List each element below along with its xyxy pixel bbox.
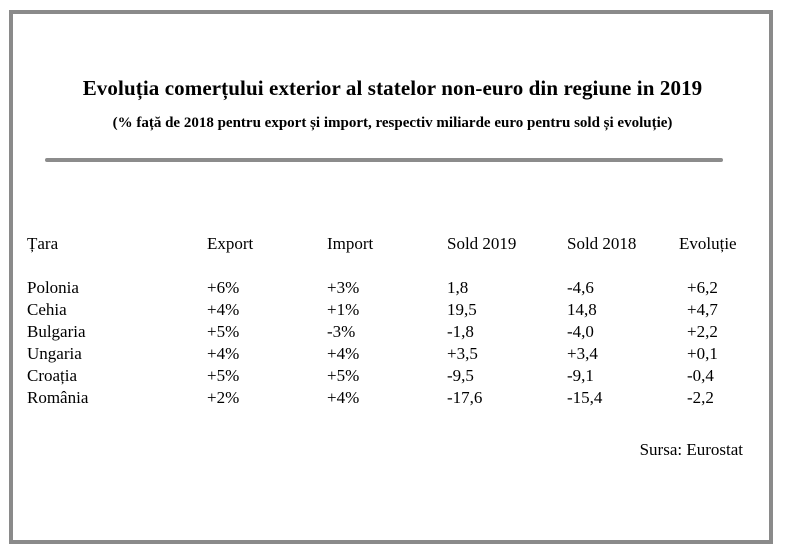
cell-sold-2018: -9,1 bbox=[567, 366, 594, 385]
page-title: Evoluția comerțului exterior al statelor… bbox=[82, 76, 703, 100]
header-country: Țara bbox=[27, 234, 59, 253]
cell-export: +6% bbox=[207, 278, 240, 297]
cell-export: +5% bbox=[207, 322, 240, 341]
cell-country: Bulgaria bbox=[27, 322, 86, 341]
cell-export: +5% bbox=[207, 366, 240, 385]
cell-import: +3% bbox=[327, 278, 360, 297]
cell-import: +4% bbox=[327, 344, 360, 363]
title-divider bbox=[45, 158, 723, 162]
cell-import: +1% bbox=[327, 300, 360, 319]
cell-import: +5% bbox=[327, 366, 360, 385]
cell-export: +4% bbox=[207, 344, 240, 363]
header-export: Export bbox=[207, 234, 254, 253]
cell-evolution: +0,1 bbox=[687, 344, 718, 363]
cell-sold-2019: +3,5 bbox=[447, 344, 478, 363]
cell-sold-2019: -1,8 bbox=[447, 322, 474, 341]
cell-evolution: +4,7 bbox=[687, 300, 718, 319]
page-subtitle: (% față de 2018 pentru export și import,… bbox=[112, 115, 673, 131]
cell-import: -3% bbox=[327, 322, 356, 341]
cell-evolution: -0,4 bbox=[687, 366, 714, 385]
cell-country: Polonia bbox=[27, 278, 79, 297]
cell-country: România bbox=[27, 388, 89, 407]
cell-sold-2019: 1,8 bbox=[447, 278, 469, 297]
document-frame bbox=[9, 10, 773, 544]
cell-import: +4% bbox=[327, 388, 360, 407]
cell-sold-2018: 14,8 bbox=[567, 300, 597, 319]
cell-sold-2018: +3,4 bbox=[567, 344, 598, 363]
cell-export: +2% bbox=[207, 388, 240, 407]
cell-evolution: -2,2 bbox=[687, 388, 714, 407]
cell-export: +4% bbox=[207, 300, 240, 319]
header-evolution: Evoluție bbox=[679, 234, 737, 253]
cell-evolution: +2,2 bbox=[687, 322, 718, 341]
header-sold-2019: Sold 2019 bbox=[447, 234, 517, 253]
cell-evolution: +6,2 bbox=[687, 278, 718, 297]
header-sold-2018: Sold 2018 bbox=[567, 234, 637, 253]
cell-sold-2019: -9,5 bbox=[447, 366, 474, 385]
header-import: Import bbox=[327, 234, 374, 253]
cell-sold-2018: -15,4 bbox=[567, 388, 603, 407]
cell-country: Croația bbox=[27, 366, 78, 385]
cell-sold-2018: -4,0 bbox=[567, 322, 594, 341]
cell-sold-2018: -4,6 bbox=[567, 278, 594, 297]
cell-sold-2019: 19,5 bbox=[447, 300, 477, 319]
source-note: Sursa: Eurostat bbox=[639, 440, 743, 459]
cell-country: Ungaria bbox=[27, 344, 82, 363]
cell-country: Cehia bbox=[27, 300, 67, 319]
cell-sold-2019: -17,6 bbox=[447, 388, 483, 407]
